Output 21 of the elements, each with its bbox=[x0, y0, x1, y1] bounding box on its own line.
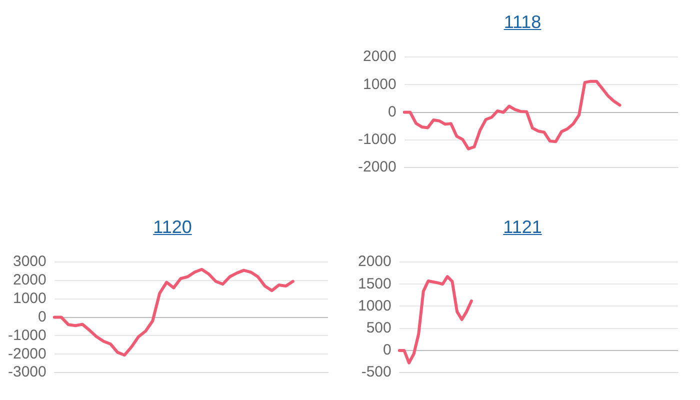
y-tick-label: 2000 bbox=[12, 272, 46, 289]
y-tick-label: 2000 bbox=[358, 253, 392, 270]
y-tick-label: 1000 bbox=[362, 76, 396, 93]
y-tick-label: 1000 bbox=[358, 297, 392, 314]
y-tick-label: -2000 bbox=[8, 345, 46, 362]
chart-title: 1118 bbox=[502, 12, 542, 33]
y-tick-label: 0 bbox=[383, 342, 392, 359]
y-tick-label: 0 bbox=[388, 103, 396, 120]
y-tick-label: 3000 bbox=[12, 253, 46, 270]
y-tick-label: 1500 bbox=[358, 275, 392, 292]
y-tick-label: 500 bbox=[366, 320, 392, 336]
chart-title: 1121 bbox=[502, 217, 543, 238]
y-tick-label: 1000 bbox=[12, 290, 46, 308]
y-tick-label: 2000 bbox=[362, 48, 396, 66]
y-tick-label: -2000 bbox=[358, 158, 396, 176]
y-tick-label: -1000 bbox=[8, 326, 46, 344]
y-tick-label: -1000 bbox=[358, 131, 396, 148]
y-tick-label: 0 bbox=[38, 308, 46, 326]
y-tick-label: -3000 bbox=[8, 364, 46, 381]
chart-title: 1120 bbox=[152, 217, 193, 238]
y-tick-label: -500 bbox=[361, 364, 392, 381]
